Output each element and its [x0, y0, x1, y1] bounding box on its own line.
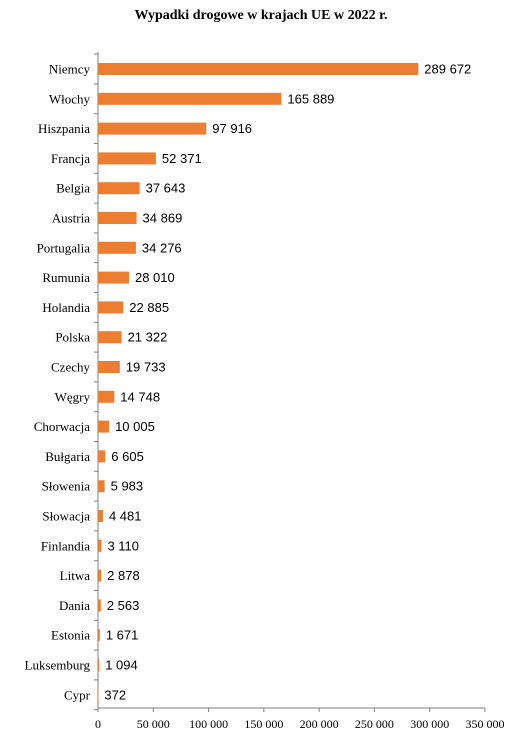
value-label: 6 605 [111, 449, 144, 464]
category-label: Luksemburg [25, 658, 91, 673]
bar [98, 450, 106, 463]
x-tick-label: 150 000 [244, 717, 283, 731]
chart-title: Wypadki drogowe w krajach UE w 2022 r. [134, 8, 388, 23]
value-label: 2 878 [107, 568, 140, 583]
bar [98, 599, 101, 612]
value-label: 19 733 [126, 360, 166, 375]
bar [98, 688, 99, 701]
value-label: 34 869 [143, 211, 183, 226]
category-label: Węgry [55, 389, 91, 404]
value-label: 1 094 [105, 658, 138, 673]
value-label: 14 748 [120, 389, 160, 404]
category-label: Cypr [64, 687, 91, 702]
bar [98, 63, 419, 75]
value-label: 289 672 [424, 62, 471, 77]
value-label: 22 885 [129, 300, 169, 315]
category-label: Polska [55, 330, 90, 345]
x-tick-label: 350 000 [466, 717, 505, 731]
bar [98, 420, 110, 433]
category-label: Słowenia [42, 479, 91, 494]
value-label: 21 322 [128, 330, 168, 345]
bar [98, 390, 115, 403]
value-label: 3 110 [107, 538, 139, 553]
bar [98, 361, 120, 373]
bar [98, 480, 105, 493]
category-label: Finlandia [41, 538, 90, 553]
bar [98, 629, 100, 642]
bar [98, 271, 129, 284]
x-tick-label: 0 [95, 717, 101, 731]
category-label: Chorwacja [34, 419, 91, 434]
category-label: Litwa [60, 568, 91, 583]
bar [98, 241, 136, 254]
category-label: Włochy [49, 91, 91, 106]
value-label: 4 481 [109, 509, 142, 524]
x-tick-label: 250 000 [355, 717, 394, 731]
category-label: Austria [52, 211, 91, 226]
category-label: Bułgaria [45, 449, 90, 464]
x-tick-label: 200 000 [300, 717, 339, 731]
category-label: Hiszpania [38, 121, 90, 136]
x-tick-label: 100 000 [189, 717, 228, 731]
category-label: Rumunia [42, 270, 90, 285]
category-label: Czechy [51, 360, 90, 375]
bar [98, 331, 122, 344]
value-label: 5 983 [111, 479, 144, 494]
value-label: 372 [104, 687, 126, 702]
value-label: 165 889 [287, 91, 334, 106]
category-label: Holandia [42, 300, 90, 315]
bar [98, 92, 282, 105]
category-label: Niemcy [49, 62, 91, 77]
category-label: Belgia [56, 181, 90, 196]
value-label: 1 671 [106, 628, 139, 643]
category-label: Portugalia [37, 240, 91, 255]
category-label: Dania [59, 598, 90, 613]
x-tick-label: 300 000 [410, 717, 449, 731]
bar [98, 122, 207, 135]
value-label: 34 276 [142, 240, 182, 255]
bar [98, 659, 100, 671]
value-label: 97 916 [212, 121, 252, 136]
value-label: 10 005 [115, 419, 155, 434]
bar [98, 510, 103, 522]
bar [98, 212, 137, 224]
category-label: Estonia [51, 628, 90, 643]
value-label: 2 563 [107, 598, 140, 613]
value-label: 52 371 [162, 151, 202, 166]
value-label: 37 643 [146, 181, 186, 196]
bar [98, 539, 102, 552]
category-label: Słowacja [42, 509, 90, 524]
value-label: 28 010 [135, 270, 175, 285]
category-label: Francja [51, 151, 90, 166]
bar [98, 152, 156, 165]
bar [98, 569, 102, 582]
bar [98, 301, 124, 314]
x-tick-label: 50 000 [137, 717, 170, 731]
bar [98, 182, 140, 195]
